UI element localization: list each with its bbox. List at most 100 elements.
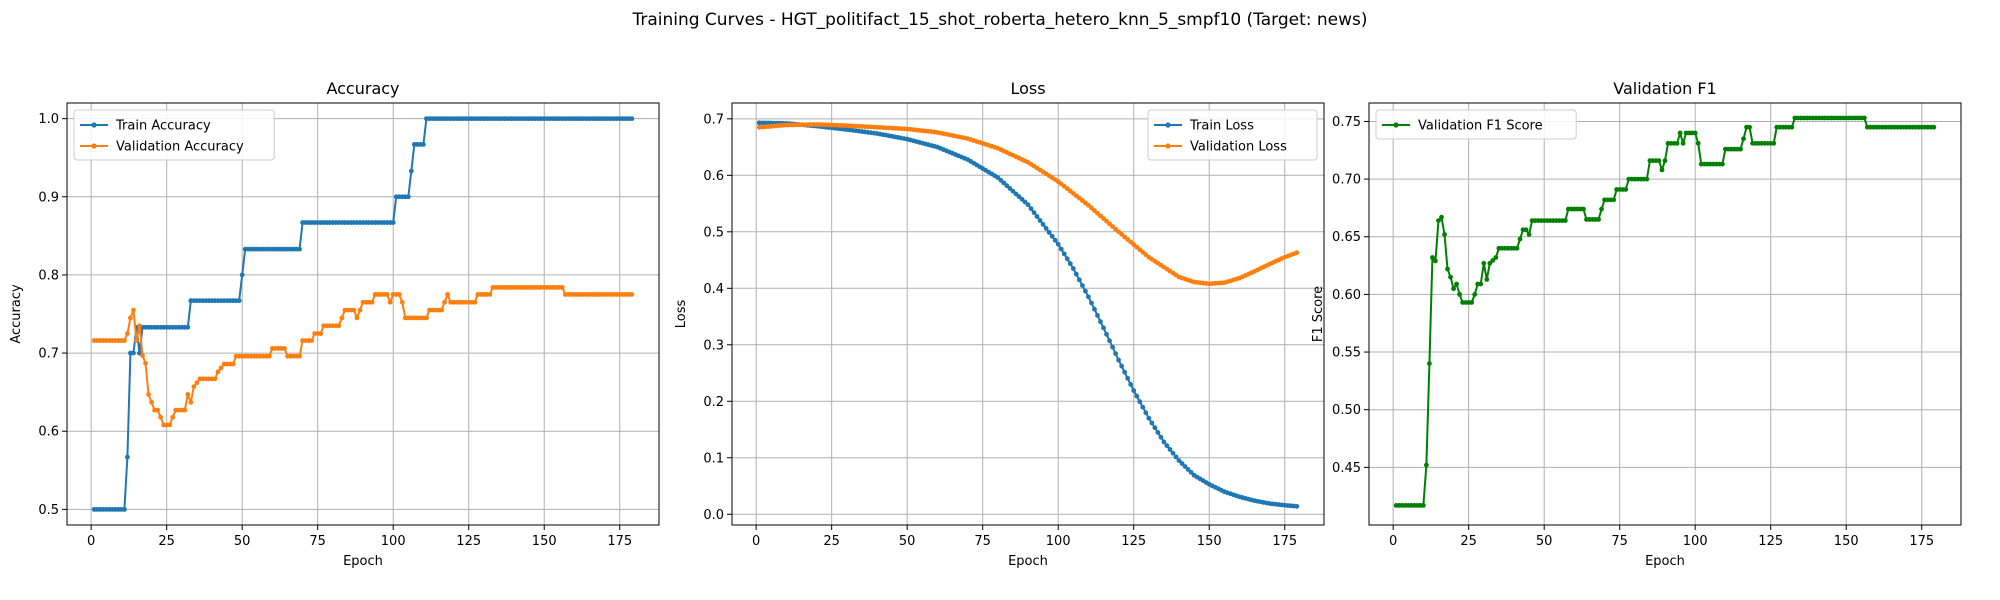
x-tick-label: 100 [381, 534, 406, 549]
data-point [158, 414, 164, 420]
data-point [137, 323, 142, 329]
data-point [215, 369, 221, 375]
data-point [1719, 161, 1725, 167]
data-point [1052, 237, 1058, 243]
data-point [1442, 232, 1447, 237]
data-point [1110, 344, 1115, 350]
data-point [318, 331, 324, 336]
data-point [1098, 319, 1103, 325]
data-point [629, 292, 635, 297]
x-tick-label: 150 [532, 534, 557, 549]
x-tick-label: 175 [1909, 534, 1934, 549]
data-point [1031, 210, 1037, 216]
y-tick-label: 0.2 [703, 395, 724, 410]
legend-box [1147, 109, 1318, 161]
legend-box [1375, 109, 1577, 140]
data-point [1430, 255, 1435, 260]
data-point [1155, 430, 1161, 435]
data-point [125, 331, 130, 336]
legend-label: Train Loss [1189, 119, 1254, 134]
legend-label: Train Accuracy [115, 119, 211, 134]
data-point [1146, 415, 1152, 421]
data-point [1061, 251, 1067, 257]
data-point [146, 392, 151, 397]
data-point [1493, 255, 1499, 260]
data-point [134, 338, 139, 343]
figure-suptitle: Training Curves - HGT_politifact_15_shot… [631, 10, 1367, 30]
y-tick-label: 0.45 [1332, 461, 1361, 476]
x-tick-label: 25 [158, 534, 175, 549]
x-axis-label: Epoch [1645, 554, 1685, 569]
data-point [1095, 313, 1100, 318]
data-point [239, 272, 245, 278]
data-point [167, 422, 173, 428]
data-point [125, 454, 130, 460]
y-tick-label: 0.75 [1332, 115, 1361, 130]
x-tick-label: 175 [607, 534, 632, 549]
data-point [1107, 338, 1112, 344]
data-point [188, 399, 194, 405]
data-point [1119, 363, 1125, 369]
data-point [1049, 233, 1055, 239]
axes-frame [66, 102, 660, 526]
data-point [185, 324, 191, 330]
data-point [1101, 325, 1106, 331]
data-point [1623, 187, 1629, 192]
data-point [1562, 218, 1568, 224]
data-point [472, 299, 478, 305]
x-tick-label: 100 [1683, 534, 1708, 549]
x-axis-label: Epoch [343, 554, 383, 569]
y-axis-label: F1 Score [1311, 286, 1326, 342]
data-point [121, 338, 127, 343]
data-point [1076, 277, 1082, 283]
subplot-accuracy: 0 25 50 75 100 125 150 175 0.5 0.6 0.7 0.8 0.9 1.0 Acc… [9, 79, 660, 569]
legend-marker [1165, 143, 1171, 149]
data-point [282, 345, 287, 351]
data-point [399, 299, 405, 305]
data-point [1677, 130, 1683, 136]
data-point [336, 323, 342, 329]
data-point [1451, 286, 1456, 292]
data-point [1170, 450, 1176, 456]
legend-marker [1393, 122, 1399, 128]
data-point [1034, 214, 1040, 219]
x-axis-label: Epoch [1008, 554, 1048, 569]
data-point [1423, 462, 1429, 468]
x-tick-label: 125 [1121, 534, 1146, 549]
data-point [309, 338, 315, 343]
y-tick-label: 0.0 [703, 508, 724, 523]
data-point [1659, 167, 1665, 173]
data-point [339, 315, 345, 321]
data-point [1771, 140, 1777, 146]
data-point [1082, 288, 1088, 294]
legend-label: Validation Loss [1190, 140, 1287, 155]
data-point [369, 299, 375, 305]
y-tick-label: 1.0 [38, 112, 59, 127]
data-point [140, 353, 145, 358]
data-point [1140, 404, 1146, 410]
data-point [1149, 420, 1155, 426]
data-point [629, 116, 635, 122]
data-point [131, 350, 136, 356]
data-point [1179, 461, 1185, 466]
data-point [1457, 292, 1463, 297]
data-point [405, 194, 411, 200]
data-point [1487, 260, 1493, 266]
data-point [1680, 140, 1686, 146]
data-point [1433, 258, 1438, 264]
data-point [1294, 503, 1300, 509]
axes-frame [1368, 102, 1962, 526]
y-tick-label: 0.65 [1332, 230, 1361, 245]
y-tick-label: 0.70 [1332, 173, 1361, 188]
x-tick-label: 75 [974, 534, 991, 549]
x-tick-label: 100 [1046, 534, 1071, 549]
data-point [1478, 281, 1484, 287]
data-point [1185, 467, 1191, 472]
data-point [1025, 202, 1031, 208]
data-point [1581, 206, 1586, 212]
data-point [131, 307, 136, 313]
data-point [1167, 447, 1173, 452]
data-point [1161, 439, 1167, 445]
data-point [1116, 357, 1122, 363]
